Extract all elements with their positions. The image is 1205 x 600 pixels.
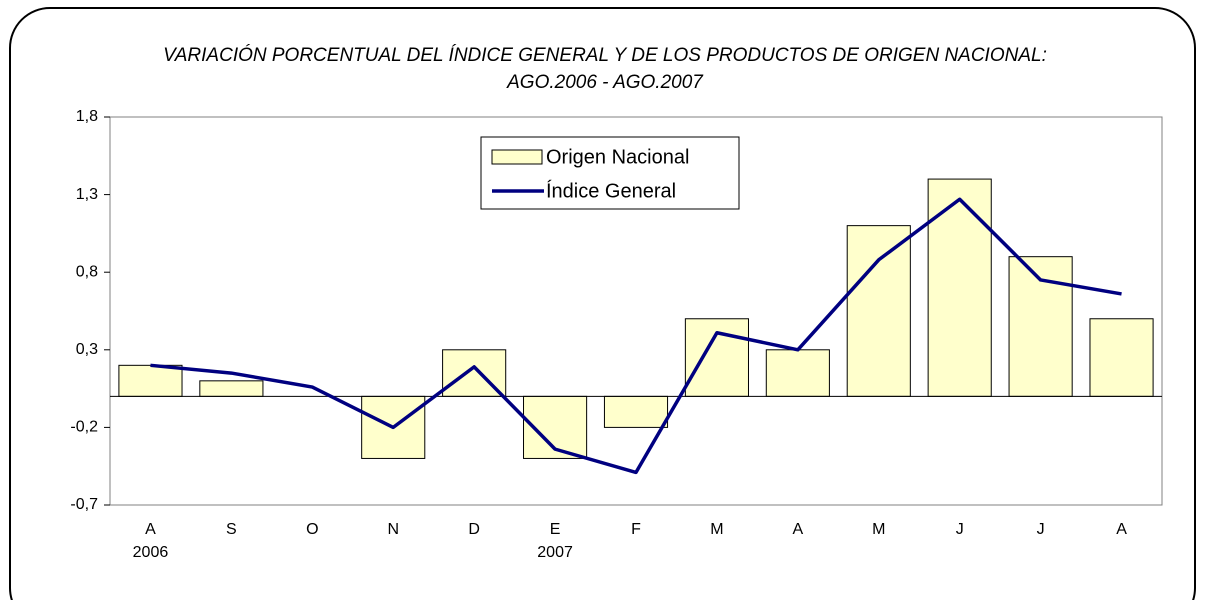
bar <box>603 395 669 428</box>
x-group-label: 2006 <box>133 544 169 561</box>
x-tick-label: A <box>145 521 156 538</box>
x-tick-label: N <box>387 521 399 538</box>
x-tick-label: O <box>306 521 318 538</box>
x-tick-label: A <box>1116 521 1127 538</box>
bar <box>846 225 911 397</box>
legend-label: Origen Nacional <box>546 146 689 168</box>
y-tick-label: 1,8 <box>76 108 98 125</box>
y-tick-label: -0,7 <box>70 496 98 513</box>
x-tick-label: J <box>956 521 964 538</box>
chart-title: AGO.2006 - AGO.2007 <box>506 72 704 93</box>
bar <box>765 349 830 397</box>
bar <box>1089 318 1154 397</box>
y-tick-label: 1,3 <box>76 186 98 203</box>
y-tick-label: -0,2 <box>70 419 98 436</box>
x-tick-label: D <box>468 521 480 538</box>
x-tick-label: F <box>631 521 641 538</box>
x-tick-label: M <box>872 521 885 538</box>
y-tick-label: 0,8 <box>76 263 98 280</box>
x-group-label: 2007 <box>537 544 573 561</box>
x-tick-label: A <box>793 521 804 538</box>
legend-swatch <box>491 149 543 165</box>
chart-title: VARIACIÓN PORCENTUAL DEL ÍNDICE GENERAL … <box>163 44 1047 66</box>
bar <box>118 364 183 397</box>
bar <box>927 178 992 397</box>
line <box>150 197 1122 475</box>
legend-label: Índice General <box>546 179 676 202</box>
legend-box <box>480 136 740 210</box>
x-tick-label: J <box>1037 521 1045 538</box>
x-tick-label: M <box>710 521 723 538</box>
bar <box>199 380 264 397</box>
bar <box>684 318 749 397</box>
y-tick-label: 0,3 <box>76 341 98 358</box>
x-tick-label: E <box>550 521 561 538</box>
x-tick-label: S <box>226 521 237 538</box>
